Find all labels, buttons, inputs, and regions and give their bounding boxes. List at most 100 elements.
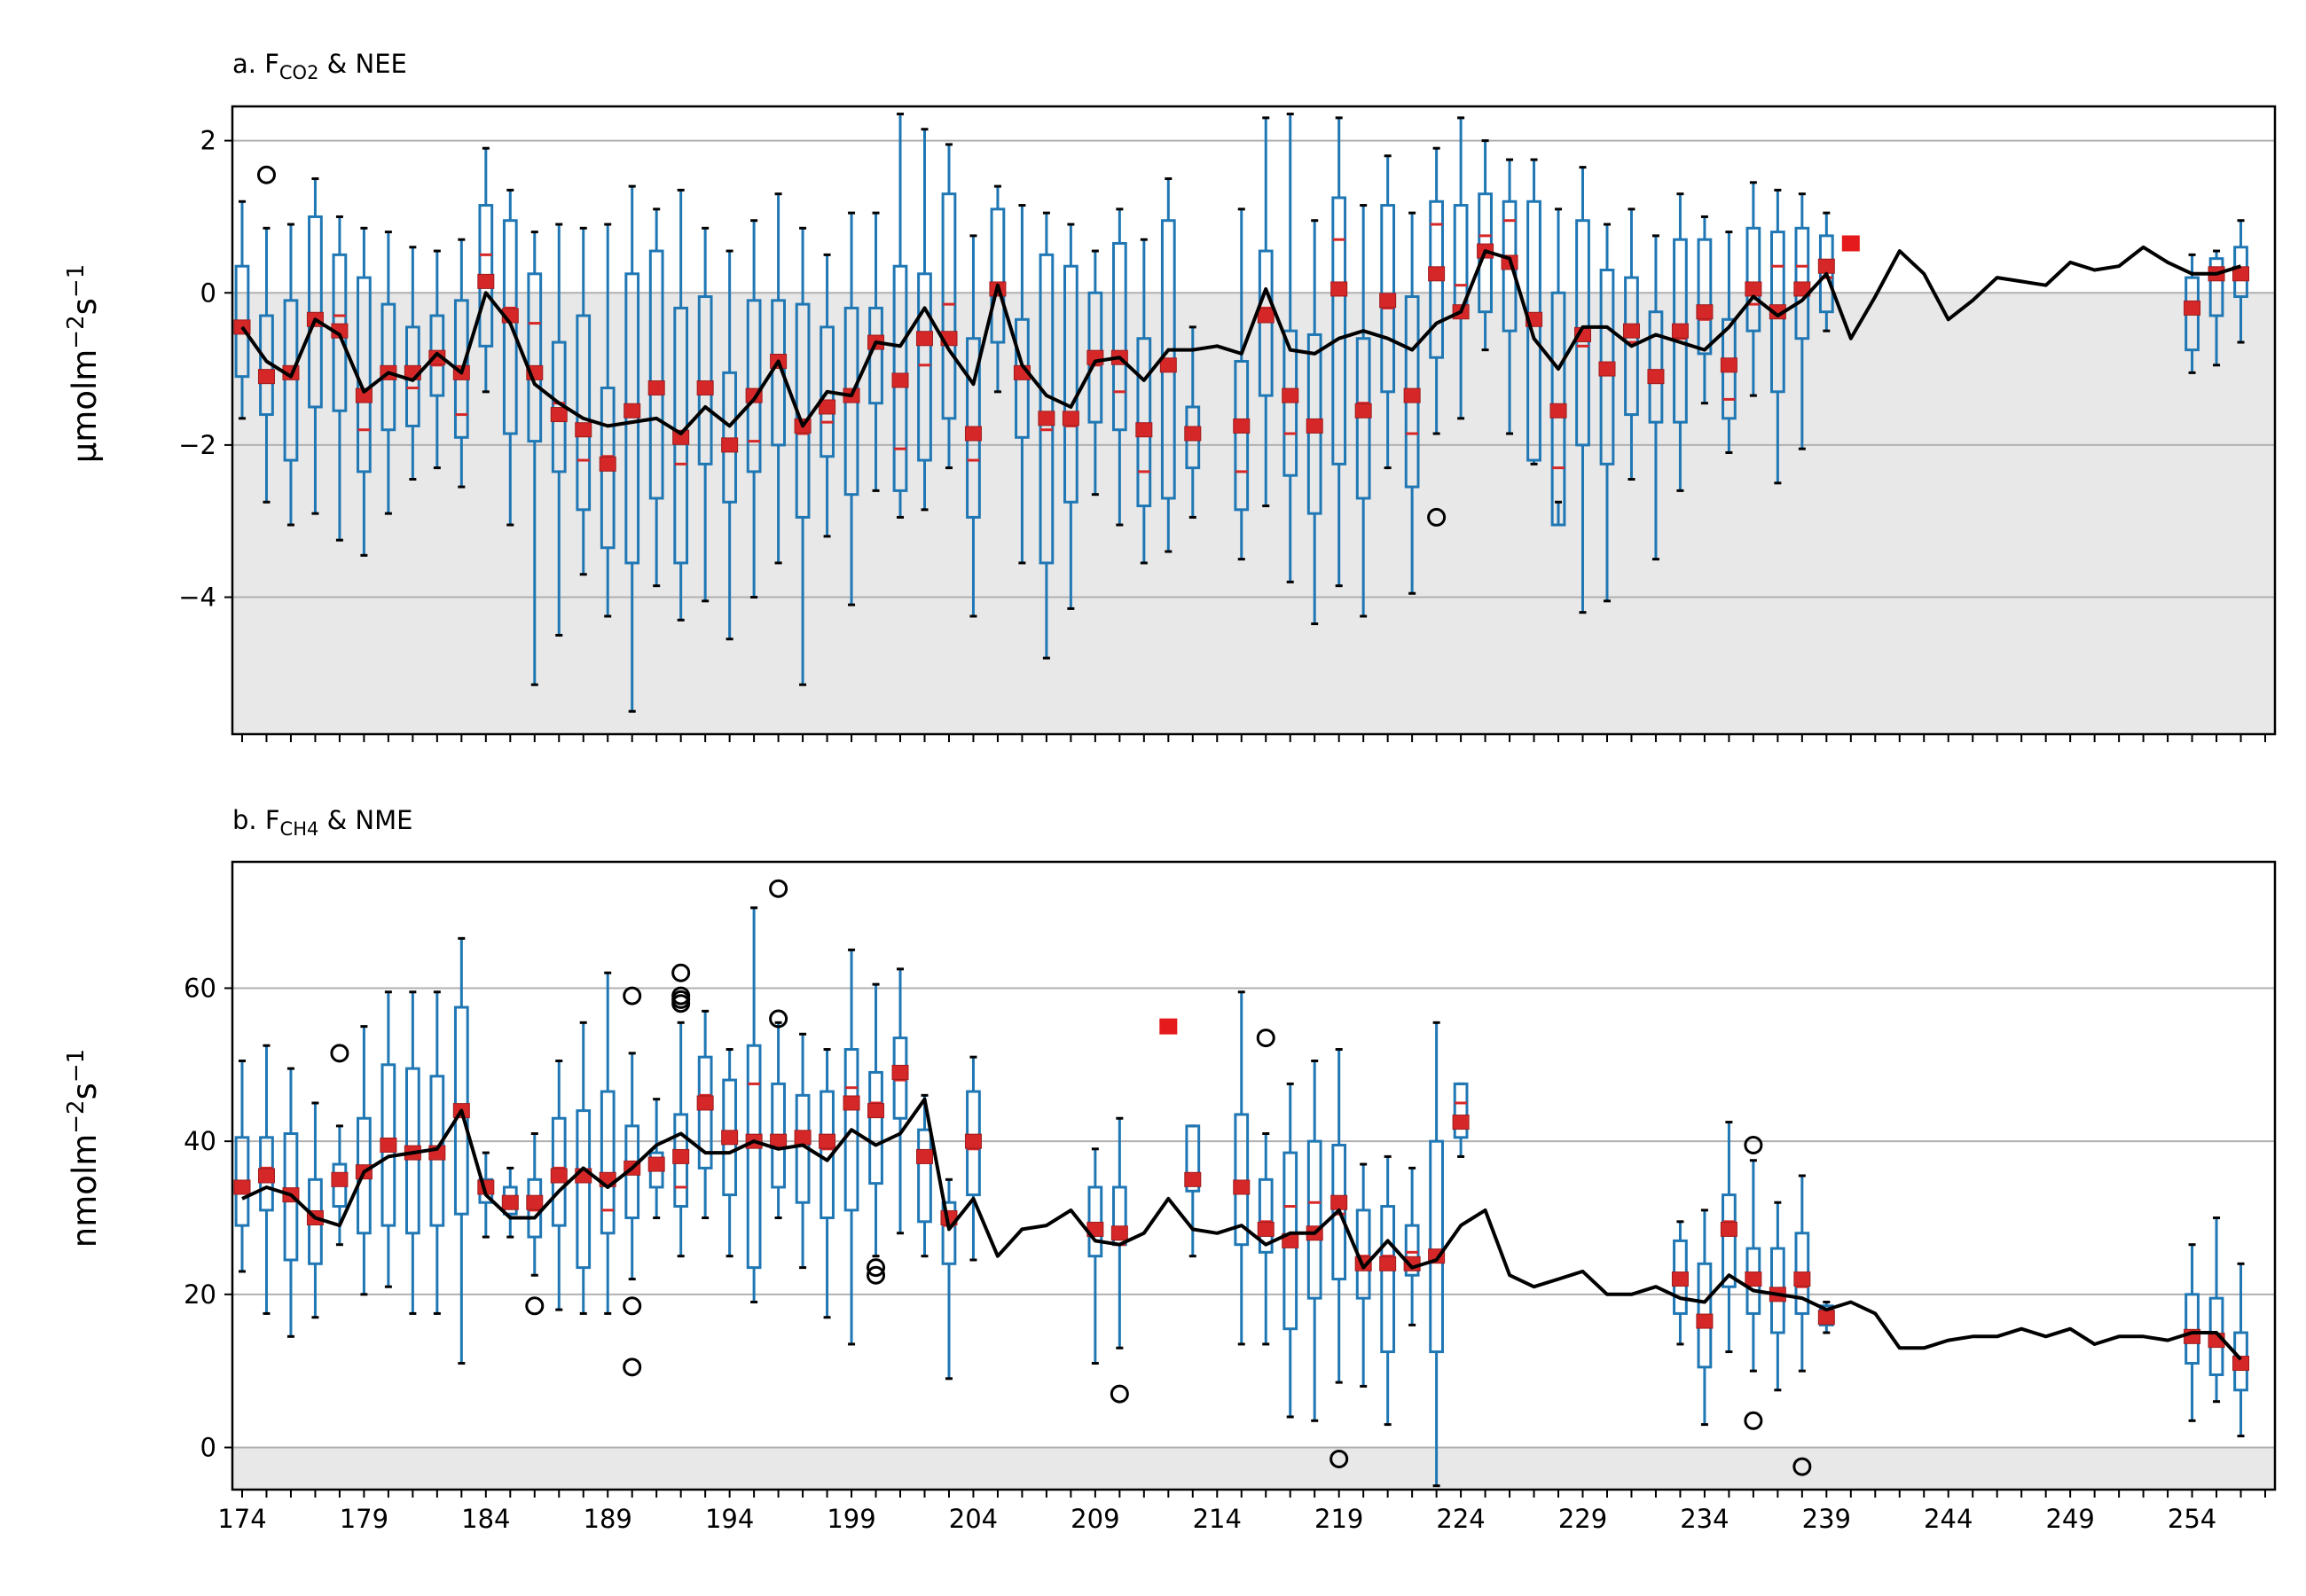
iqr-box — [697, 1055, 713, 1170]
b-box-196 — [769, 879, 788, 1219]
outlier-point — [1329, 1449, 1349, 1468]
median-marker — [819, 399, 836, 415]
median-marker — [599, 456, 616, 472]
outlier-point — [671, 994, 691, 1013]
median-marker — [1184, 426, 1202, 442]
panel-a-ylabel: μmolm−2s−1 — [63, 264, 104, 463]
iqr-box — [1331, 196, 1347, 466]
b-daily-line — [241, 1097, 2242, 1361]
b-xtick-label: 239 — [1802, 1504, 1851, 1534]
median-marker — [1184, 1171, 1202, 1187]
b-box-204 — [964, 1055, 982, 1262]
median-marker — [1428, 266, 1446, 282]
b-box-201 — [891, 967, 909, 1235]
median-marker — [1379, 293, 1397, 309]
median-marker — [1403, 387, 1421, 403]
panel-b-ylabel: nmolm−2s−1 — [63, 1049, 104, 1248]
b-box-189 — [599, 971, 616, 1315]
a-box-176 — [282, 223, 300, 527]
a-box-256 — [2232, 219, 2250, 344]
median-marker — [477, 273, 495, 289]
b-xtick-label: 224 — [1436, 1504, 1485, 1534]
iqr-box — [1404, 1224, 1420, 1277]
a-box-206 — [1013, 204, 1031, 565]
iqr-box — [1697, 238, 1713, 356]
median-marker — [794, 1130, 812, 1146]
a-single-point — [1841, 235, 1860, 252]
median-marker — [1671, 1271, 1689, 1287]
b-box-224 — [1452, 1082, 1470, 1158]
a-plot-area — [233, 113, 2250, 713]
outlier-point — [867, 1265, 886, 1285]
a-box-227 — [1526, 158, 1543, 466]
b-box-193 — [696, 1009, 714, 1219]
iqr-box — [990, 207, 1006, 344]
a-box-174 — [233, 200, 251, 420]
a-daily-line — [240, 245, 2242, 435]
median-marker — [891, 372, 909, 388]
outlier-point — [525, 1296, 545, 1316]
outlier-point — [1110, 1384, 1129, 1404]
median-marker — [1233, 1179, 1251, 1195]
b-box-222 — [1403, 1166, 1421, 1326]
median-marker — [2232, 1356, 2250, 1372]
iqr-box — [502, 219, 518, 435]
a-box-193 — [696, 226, 714, 603]
median-marker — [696, 1095, 714, 1111]
a-box-218 — [1306, 219, 1323, 626]
b-xtick-label: 204 — [949, 1504, 998, 1534]
iqr-box — [1818, 234, 1834, 314]
outlier-point — [623, 1357, 642, 1377]
b-box-219 — [1329, 1048, 1349, 1468]
b-box-175 — [257, 1044, 275, 1315]
b-axes-frame — [231, 860, 2277, 1491]
a-box-204 — [964, 234, 982, 618]
a-box-231 — [1622, 207, 1640, 481]
panel-b-ch4-nme: b. FCH4 & NME nmolm−2s−1 60 40 20 0 174 179 18… — [63, 805, 2277, 1534]
b-box-180 — [380, 990, 397, 1288]
b-box-179 — [355, 1025, 373, 1296]
a-axes-frame — [231, 105, 2277, 736]
iqr-box — [1136, 337, 1152, 508]
median-marker — [1282, 387, 1299, 403]
iqr-box — [1355, 337, 1371, 500]
b-xtick-label: 229 — [1558, 1504, 1607, 1534]
iqr-box — [746, 299, 762, 473]
b-xtick-label: 244 — [1924, 1504, 1973, 1534]
outlier-point — [1744, 1411, 1763, 1430]
b-xtick-label: 194 — [705, 1504, 754, 1534]
a-box-238 — [1793, 192, 1811, 450]
b-box-221 — [1379, 1154, 1397, 1427]
outlier-point — [623, 986, 642, 1005]
a-box-254 — [2184, 253, 2201, 374]
svg-text:μmolm−2s−1: μmolm−2s−1 — [63, 264, 104, 463]
iqr-box — [308, 215, 323, 409]
b-box-186 — [525, 1132, 545, 1316]
a-box-217 — [1282, 113, 1299, 583]
b-box-212 — [1159, 1018, 1178, 1035]
a-box-199 — [843, 211, 860, 606]
b-xtick-label: 214 — [1193, 1504, 1242, 1534]
a-box-233 — [1671, 192, 1689, 492]
b-box-200 — [867, 982, 886, 1285]
b-xtick-label: 199 — [827, 1504, 875, 1534]
b-box-209 — [1086, 1147, 1104, 1365]
a-box-201 — [891, 113, 909, 519]
a-box-191 — [647, 207, 665, 588]
b-box-182 — [428, 990, 446, 1315]
median-marker — [1257, 308, 1275, 324]
outlier-point — [1744, 1135, 1763, 1154]
b-box-190 — [623, 986, 642, 1377]
median-marker — [1330, 281, 1348, 297]
a-box-194 — [721, 249, 739, 641]
iqr-box — [2184, 1293, 2200, 1365]
b-box-218 — [1306, 1059, 1323, 1422]
a-box-215 — [1233, 207, 1251, 561]
a-box-239 — [1817, 211, 1835, 332]
median-marker — [1159, 357, 1177, 373]
b-box-237 — [1769, 1201, 1786, 1392]
median-marker — [331, 1171, 349, 1187]
median-marker — [843, 1095, 860, 1111]
b-box-223 — [1428, 1021, 1446, 1488]
median-marker — [1745, 1271, 1762, 1287]
